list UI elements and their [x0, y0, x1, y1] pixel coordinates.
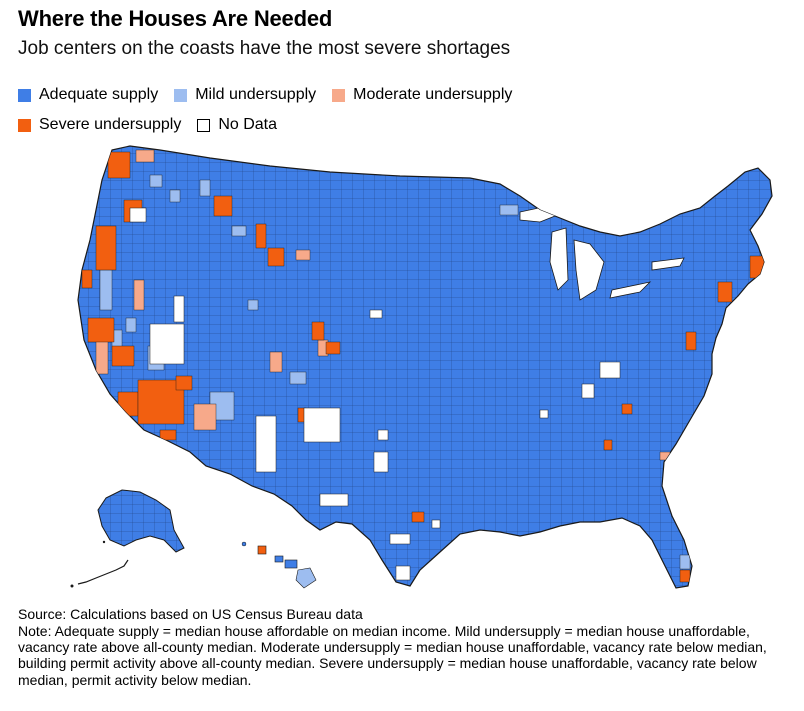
- legend-label-adequate: Adequate supply: [39, 86, 159, 103]
- alaska: [70, 489, 185, 588]
- legend: Adequate supply Mild undersupply Moderat…: [18, 84, 618, 144]
- us-county-map: [70, 145, 773, 589]
- legend-label-severe: Severe undersupply: [39, 116, 182, 133]
- no-data-regions: [129, 207, 621, 581]
- methodology-note: Note: Adequate supply = median house aff…: [18, 623, 767, 688]
- legend-swatch-severe: [18, 118, 31, 132]
- legend-item-severe: Severe undersupply: [18, 116, 181, 134]
- severe-undersupply-regions: [81, 151, 765, 583]
- legend-item-moderate: Moderate undersupply: [332, 86, 512, 104]
- legend-item-mild: Mild undersupply: [174, 86, 316, 104]
- great-lakes: [519, 205, 685, 301]
- legend-row-1: Adequate supply Mild undersupply Moderat…: [18, 84, 618, 106]
- legend-item-adequate: Adequate supply: [18, 86, 158, 104]
- chart-title: Where the Houses Are Needed: [18, 6, 333, 31]
- legend-label-mild: Mild undersupply: [195, 86, 317, 103]
- legend-item-nodata: No Data: [197, 116, 277, 134]
- chart-subtitle: Job centers on the coasts have the most …: [18, 38, 511, 59]
- legend-swatch-nodata: [197, 118, 211, 132]
- legend-swatch-moderate: [332, 88, 346, 102]
- source-note: Source: Calculations based on US Census …: [18, 606, 363, 622]
- contiguous-us: [77, 145, 773, 589]
- legend-swatch-mild: [174, 88, 188, 102]
- legend-row-2: Severe undersupply No Data: [18, 114, 618, 136]
- hawaii: [241, 541, 317, 589]
- moderate-undersupply-regions: [95, 149, 671, 461]
- legend-swatch-adequate: [18, 88, 31, 102]
- legend-label-nodata: No Data: [218, 116, 278, 133]
- legend-label-moderate: Moderate undersupply: [353, 86, 513, 103]
